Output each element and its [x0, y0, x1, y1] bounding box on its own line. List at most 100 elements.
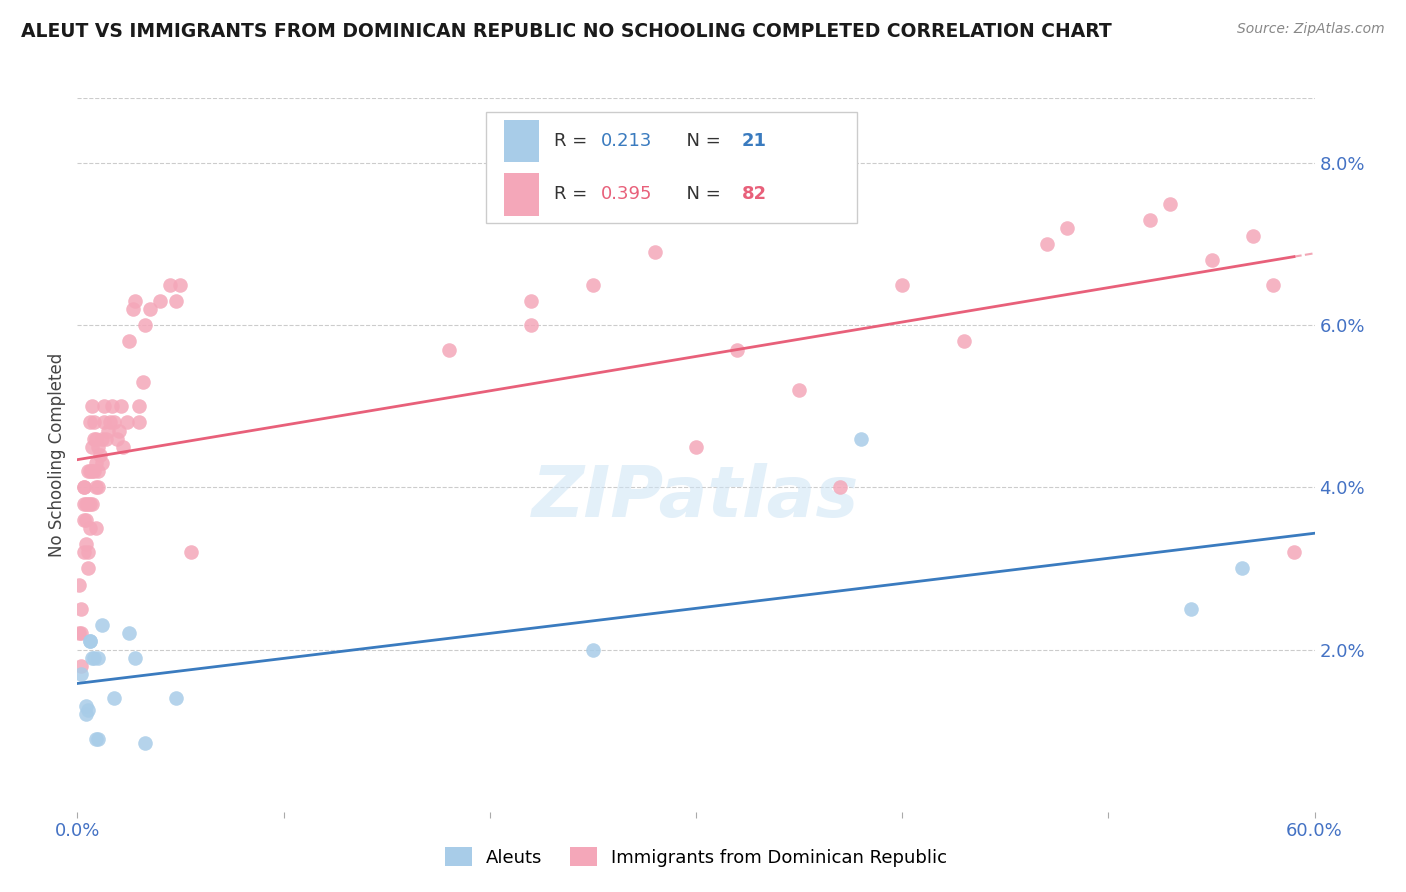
- Point: [891, 277, 914, 292]
- Point: [79, 521, 101, 535]
- Point: [84, 521, 107, 535]
- Point: [101, 399, 124, 413]
- Point: [165, 293, 187, 308]
- Point: [70, 658, 93, 673]
- Point: [76, 545, 98, 559]
- Point: [149, 293, 172, 308]
- Point: [169, 277, 191, 292]
- Point: [80, 650, 103, 665]
- Point: [134, 736, 156, 750]
- Point: [70, 666, 93, 681]
- Point: [79, 416, 101, 430]
- Point: [79, 497, 101, 511]
- Point: [76, 497, 98, 511]
- Legend: Aleuts, Immigrants from Dominican Republic: Aleuts, Immigrants from Dominican Republ…: [437, 840, 955, 874]
- Point: [93, 399, 115, 413]
- Text: ZIPatlas: ZIPatlas: [533, 463, 859, 533]
- Point: [138, 301, 160, 316]
- Point: [72, 545, 94, 559]
- Point: [80, 497, 103, 511]
- Point: [70, 626, 93, 640]
- Text: N =: N =: [675, 186, 727, 203]
- Point: [134, 318, 156, 333]
- Text: 0.395: 0.395: [600, 186, 652, 203]
- FancyBboxPatch shape: [485, 112, 856, 223]
- Point: [1232, 561, 1254, 575]
- Point: [75, 537, 97, 551]
- Bar: [505, 120, 538, 162]
- Point: [93, 416, 115, 430]
- Point: [80, 464, 103, 478]
- Point: [124, 650, 146, 665]
- Point: [84, 731, 107, 746]
- Point: [118, 626, 141, 640]
- Point: [111, 440, 134, 454]
- Text: R =: R =: [554, 132, 593, 150]
- Point: [1201, 253, 1223, 268]
- Point: [1159, 196, 1181, 211]
- Point: [107, 424, 129, 438]
- Point: [84, 480, 107, 494]
- Point: [1282, 545, 1305, 559]
- Text: 21: 21: [742, 132, 766, 150]
- Point: [110, 399, 132, 413]
- Point: [80, 399, 103, 413]
- Point: [87, 464, 110, 478]
- Point: [787, 383, 810, 397]
- Point: [72, 513, 94, 527]
- Point: [67, 577, 90, 591]
- Text: ALEUT VS IMMIGRANTS FROM DOMINICAN REPUBLIC NO SCHOOLING COMPLETED CORRELATION C: ALEUT VS IMMIGRANTS FROM DOMINICAN REPUB…: [21, 22, 1112, 41]
- Point: [180, 545, 202, 559]
- Point: [79, 634, 101, 648]
- Point: [72, 480, 94, 494]
- Point: [75, 707, 97, 722]
- Point: [118, 334, 141, 349]
- Bar: [505, 173, 538, 216]
- Text: N =: N =: [675, 132, 727, 150]
- Point: [128, 399, 150, 413]
- Point: [91, 618, 114, 632]
- Point: [520, 318, 543, 333]
- Point: [70, 602, 93, 616]
- Point: [72, 480, 94, 494]
- Point: [83, 650, 105, 665]
- Point: [80, 440, 103, 454]
- Point: [437, 343, 460, 357]
- Point: [96, 432, 118, 446]
- Point: [87, 480, 110, 494]
- Point: [84, 456, 107, 470]
- Point: [83, 464, 105, 478]
- Point: [159, 277, 181, 292]
- Point: [76, 561, 98, 575]
- Point: [87, 731, 110, 746]
- Text: 82: 82: [742, 186, 766, 203]
- Point: [582, 277, 605, 292]
- Point: [87, 440, 110, 454]
- Point: [84, 432, 107, 446]
- Point: [75, 497, 97, 511]
- Point: [91, 432, 114, 446]
- Point: [1139, 212, 1161, 227]
- Point: [582, 642, 605, 657]
- Point: [165, 691, 187, 706]
- Point: [105, 432, 128, 446]
- Point: [67, 626, 90, 640]
- Point: [1241, 229, 1264, 244]
- Point: [72, 497, 94, 511]
- Point: [1180, 602, 1202, 616]
- Point: [830, 480, 852, 494]
- Text: 0.213: 0.213: [600, 132, 652, 150]
- Point: [103, 416, 125, 430]
- Point: [79, 634, 101, 648]
- Point: [849, 432, 872, 446]
- Point: [79, 464, 101, 478]
- Point: [75, 699, 97, 714]
- Point: [124, 293, 146, 308]
- Point: [128, 416, 150, 430]
- Text: R =: R =: [554, 186, 593, 203]
- Point: [83, 432, 105, 446]
- Point: [75, 513, 97, 527]
- Point: [725, 343, 748, 357]
- Point: [1035, 237, 1057, 252]
- Point: [87, 650, 110, 665]
